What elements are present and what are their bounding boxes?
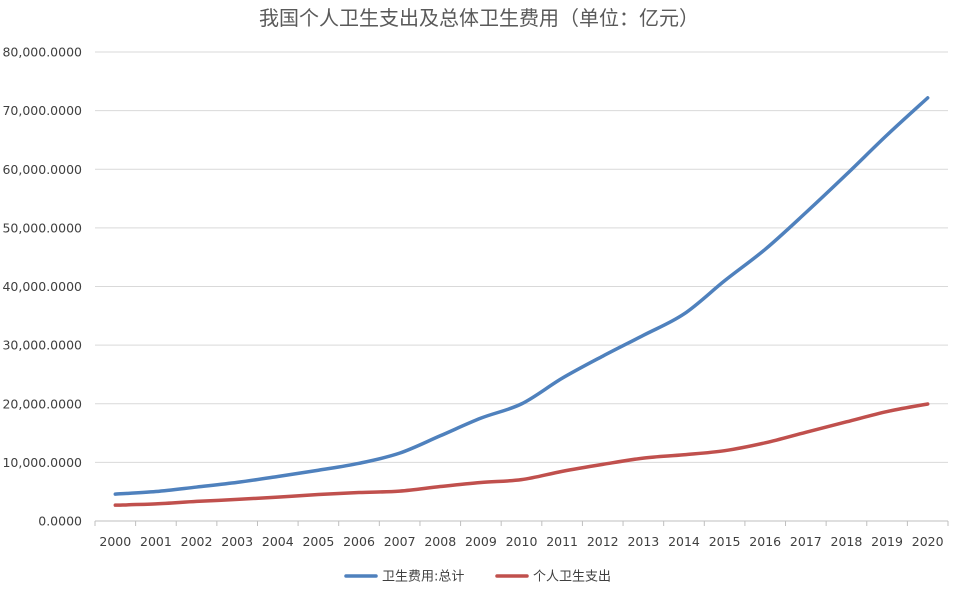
chart-title: 我国个人卫生支出及总体卫生费用（单位：亿元） [259,6,699,30]
x-tick-label: 2014 [668,534,700,549]
x-tick-label: 2017 [790,534,822,549]
y-tick-label: 30,000.0000 [2,338,82,353]
x-tick-label: 2016 [749,534,781,549]
legend: 卫生费用:总计 个人卫生支出 [344,570,611,585]
x-tick-label: 2020 [912,534,944,549]
x-tick-label: 2012 [587,534,619,549]
y-tick-label: 60,000.0000 [2,162,82,177]
x-tick-label: 2011 [546,534,578,549]
gridlines [95,51,948,463]
y-tick-label: 40,000.0000 [2,279,82,294]
x-tick-label: 2019 [871,534,903,549]
y-tick-label: 50,000.0000 [2,220,82,235]
x-tick-label: 2002 [181,534,213,549]
x-tick-label: 2004 [262,534,294,549]
y-tick-label: 10,000.0000 [2,455,82,470]
y-tick-label: 0.0000 [38,514,82,529]
x-tick-label: 2018 [831,534,863,549]
y-axis-tick-labels: 0.0000 10,000.0000 20,000.0000 30,000.0000 4… [2,45,82,529]
x-tick-label: 2000 [99,534,131,549]
y-tick-label: 70,000.0000 [2,103,82,118]
x-axis-tick-labels: 2000 2001 2002 2003 2004 2005 2006 2007 2008 2009… [99,534,943,549]
x-tick-label: 2007 [384,534,416,549]
series-line-2 [113,402,930,507]
x-tick-label: 2003 [221,534,253,549]
y-tick-label: 80,000.0000 [2,45,82,60]
y-tick-label: 20,000.0000 [2,396,82,411]
x-tick-label: 2001 [140,534,172,549]
legend-label-2: 个人卫生支出 [533,570,611,585]
x-tick-label: 2006 [343,534,375,549]
legend-label-1: 卫生费用:总计 [382,570,464,585]
x-tick-label: 2005 [302,534,334,549]
x-tick-label: 2013 [627,534,659,549]
x-tick-label: 2010 [506,534,538,549]
x-tick-label: 2015 [709,534,741,549]
series-line-1 [113,96,930,496]
series-lines [113,96,930,507]
x-axis [94,520,949,526]
x-tick-label: 2008 [424,534,456,549]
x-tick-label: 2009 [465,534,497,549]
